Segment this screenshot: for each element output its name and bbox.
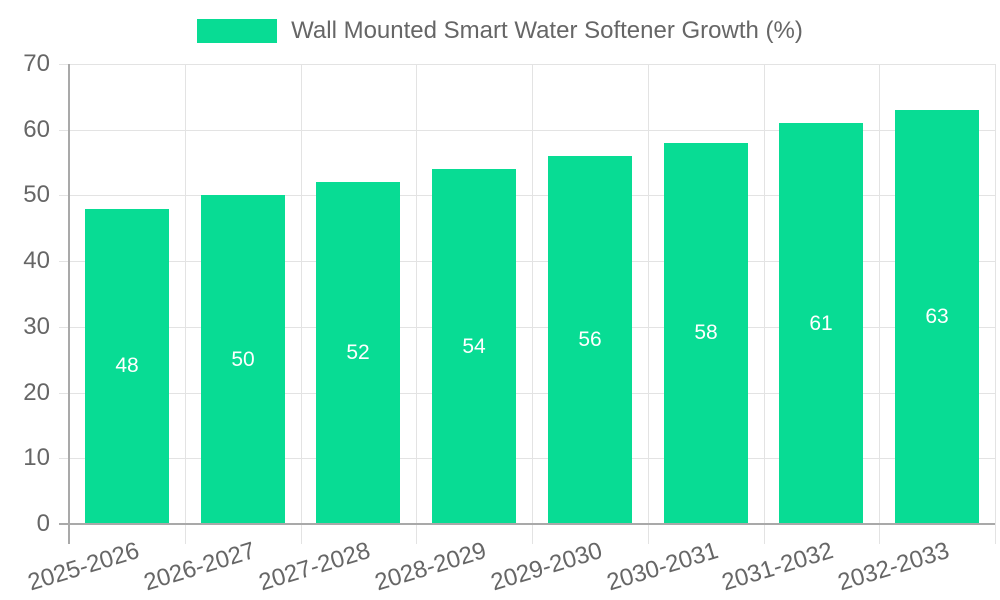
y-axis-label: 0 bbox=[36, 510, 50, 537]
bar[interactable] bbox=[85, 209, 169, 523]
x-axis-label: 2027-2028 bbox=[255, 537, 374, 597]
y-axis-label: 50 bbox=[23, 181, 50, 208]
bar[interactable] bbox=[548, 156, 632, 523]
bar-value-label: 54 bbox=[462, 335, 486, 358]
bar-value-label: 48 bbox=[115, 354, 139, 377]
bar-value-label: 50 bbox=[231, 348, 255, 371]
bar-value-label: 56 bbox=[578, 328, 602, 351]
gridline-v bbox=[185, 64, 186, 544]
bar-value-label: 63 bbox=[925, 305, 949, 328]
y-axis-label: 40 bbox=[23, 247, 50, 274]
bar-value-label: 61 bbox=[809, 312, 833, 335]
x-axis-label: 2030-2031 bbox=[603, 537, 722, 597]
gridline-h bbox=[59, 261, 995, 262]
gridline-v bbox=[416, 64, 417, 544]
y-axis-label: 60 bbox=[23, 116, 50, 143]
bar[interactable] bbox=[779, 123, 863, 523]
gridline-v bbox=[995, 64, 996, 544]
gridline-h bbox=[59, 130, 995, 131]
x-axis-label: 2026-2027 bbox=[140, 537, 259, 597]
y-axis-label: 70 bbox=[23, 50, 50, 77]
gridline-v bbox=[301, 64, 302, 544]
legend-item[interactable]: Wall Mounted Smart Water Softener Growth… bbox=[0, 17, 1000, 45]
x-axis-label: 2032-2033 bbox=[834, 537, 953, 597]
bar[interactable] bbox=[432, 169, 516, 523]
x-axis-label: 2025-2026 bbox=[24, 537, 143, 597]
bar-value-label: 52 bbox=[346, 341, 370, 364]
gridline-h bbox=[59, 195, 995, 196]
y-axis-line bbox=[68, 64, 70, 544]
gridline-v bbox=[879, 64, 880, 544]
legend-label: Wall Mounted Smart Water Softener Growth… bbox=[291, 17, 803, 44]
gridline-v bbox=[648, 64, 649, 544]
gridline-v bbox=[764, 64, 765, 544]
legend-swatch bbox=[197, 19, 278, 43]
bar[interactable] bbox=[201, 195, 285, 523]
x-axis-line bbox=[59, 523, 995, 525]
gridline-h bbox=[59, 327, 995, 328]
gridline-h bbox=[59, 64, 995, 65]
bar[interactable] bbox=[895, 110, 979, 523]
gridline-h bbox=[59, 458, 995, 459]
x-axis-label: 2029-2030 bbox=[487, 537, 606, 597]
y-axis-label: 30 bbox=[23, 313, 50, 340]
y-axis-label: 20 bbox=[23, 379, 50, 406]
bar[interactable] bbox=[316, 182, 400, 523]
gridline-h bbox=[59, 393, 995, 394]
bar[interactable] bbox=[664, 143, 748, 523]
bar-value-label: 58 bbox=[694, 321, 718, 344]
x-axis-label: 2031-2032 bbox=[718, 537, 837, 597]
y-axis-label: 10 bbox=[23, 444, 50, 471]
gridline-v bbox=[532, 64, 533, 544]
x-axis-label: 2028-2029 bbox=[371, 537, 490, 597]
